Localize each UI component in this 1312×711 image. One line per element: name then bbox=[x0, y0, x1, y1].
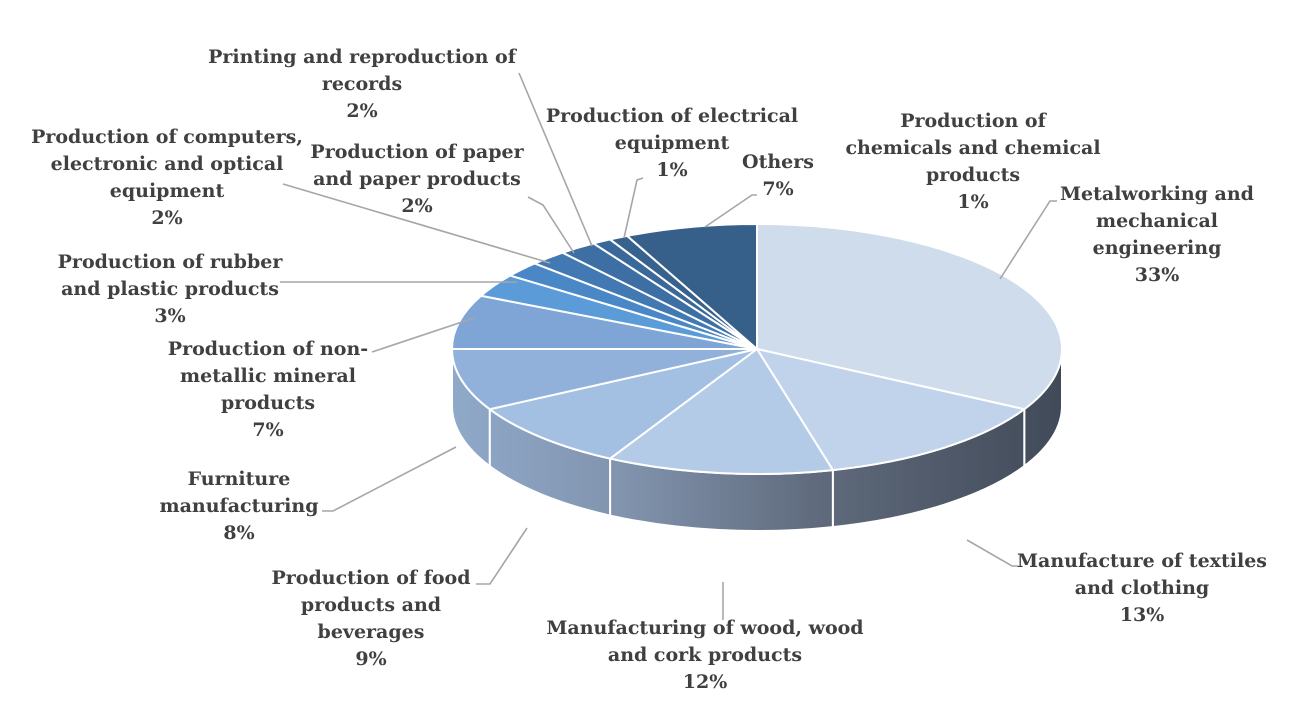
leader-line-production-of-paper-and-paper-products bbox=[527, 196, 575, 254]
data-label-line: Metalworking and bbox=[1060, 183, 1254, 205]
data-label-line: equipment bbox=[615, 132, 730, 154]
leader-lines bbox=[280, 72, 1057, 620]
data-labels: Metalworking and mechanical engineering 33%… bbox=[31, 46, 1267, 693]
leader-line-metalworking-and-mechanical-engineering bbox=[999, 200, 1057, 280]
data-label-production-of-paper-and-paper-products: Production of paper and paper products 2% bbox=[310, 141, 524, 217]
data-label-line: and plastic products bbox=[61, 278, 279, 300]
leader-line-furniture-manufacturing bbox=[322, 446, 457, 512]
data-label-line: and clothing bbox=[1075, 577, 1209, 599]
data-label-manufacturing-of-wood-wood-and-cork-products: Manufacturing of wood, wood and cork prod… bbox=[546, 617, 863, 693]
data-label-line: Production of bbox=[900, 110, 1047, 132]
data-label-line: engineering bbox=[1093, 237, 1222, 259]
slice-production-of-non-metallic-mineral-products bbox=[451, 294, 758, 350]
data-label-line: metallic mineral bbox=[180, 365, 356, 387]
data-label-value: 8% bbox=[223, 522, 254, 544]
data-label-value: 7% bbox=[762, 178, 793, 200]
data-label-line: Manufacture of textiles bbox=[1017, 550, 1267, 572]
data-label-line: Production of rubber bbox=[58, 251, 284, 273]
slice-metalworking-and-mechanical-engineering bbox=[756, 223, 1063, 411]
data-label-line: manufacturing bbox=[159, 495, 318, 517]
leader-line-printing-and-reproduction-of-records bbox=[518, 72, 593, 247]
data-label-line: Production of food bbox=[272, 567, 471, 589]
leader-line-production-of-computers-electronic-and-optical-equipment bbox=[282, 183, 551, 264]
data-label-line: Manufacturing of wood, wood bbox=[546, 617, 863, 639]
slice-production-of-food-products-and-beverages bbox=[488, 348, 758, 460]
data-label-line: Production of paper bbox=[310, 141, 524, 163]
data-label-line: products and bbox=[301, 594, 441, 616]
data-label-value: 7% bbox=[252, 419, 283, 441]
data-label-production-of-non-metallic-mineral-products: Production of non-metallic mineral produc… bbox=[168, 338, 368, 441]
data-label-line: Furniture bbox=[188, 468, 291, 490]
leader-line-others bbox=[704, 194, 757, 228]
data-label-production-of-chemicals-and-chemical-products: Production of chemicals and chemical produ… bbox=[845, 110, 1100, 213]
data-label-line: and paper products bbox=[313, 168, 521, 190]
slice-furniture-manufacturing bbox=[451, 348, 758, 411]
data-label-line: Others bbox=[742, 151, 814, 173]
data-label-line: beverages bbox=[318, 621, 425, 643]
data-label-line: mechanical bbox=[1096, 210, 1218, 232]
data-label-production-of-rubber-and-plastic-products: Production of rubber and plastic products… bbox=[58, 251, 284, 327]
data-label-value: 12% bbox=[683, 671, 728, 693]
data-label-metalworking-and-mechanical-engineering: Metalworking and mechanical engineering 33% bbox=[1060, 183, 1254, 286]
data-label-production-of-computers-electronic-and-optical-equipment: Production of computers, electronic and o… bbox=[31, 126, 303, 229]
pie-slices bbox=[451, 223, 1063, 475]
data-label-line: equipment bbox=[110, 180, 225, 202]
data-label-value: 3% bbox=[154, 305, 185, 327]
data-label-value: 33% bbox=[1135, 264, 1180, 286]
data-label-printing-and-reproduction-of-records: Printing and reproduction of records 2% bbox=[208, 46, 518, 122]
data-label-others: Others 7% bbox=[742, 151, 814, 200]
data-label-line: and cork products bbox=[608, 644, 802, 666]
data-label-manufacture-of-textiles-and-clothing: Manufacture of textiles and clothing 13% bbox=[1017, 550, 1267, 626]
data-label-production-of-electrical-equipment: Production of electrical equipment 1% bbox=[546, 105, 798, 181]
data-label-value: 9% bbox=[355, 648, 386, 670]
data-label-value: 2% bbox=[401, 195, 432, 217]
data-label-line: products bbox=[221, 392, 315, 414]
data-label-value: 1% bbox=[957, 191, 988, 213]
data-label-line: chemicals and chemical bbox=[845, 137, 1100, 159]
data-label-value: 2% bbox=[346, 100, 377, 122]
data-label-value: 1% bbox=[656, 159, 687, 181]
slice-manufacture-of-textiles-and-clothing bbox=[756, 348, 1026, 472]
data-label-value: 2% bbox=[151, 207, 182, 229]
data-label-line: Production of non- bbox=[168, 338, 368, 360]
leader-line-manufacture-of-textiles-and-clothing bbox=[966, 539, 1018, 567]
leader-line-production-of-food-products-and-beverages bbox=[476, 527, 528, 585]
data-label-line: Printing and reproduction of bbox=[208, 46, 518, 68]
data-label-furniture-manufacturing: Furniture manufacturing 8% bbox=[159, 468, 318, 544]
data-label-value: 13% bbox=[1120, 604, 1165, 626]
data-label-line: Production of electrical bbox=[546, 105, 798, 127]
slice-others bbox=[626, 223, 758, 350]
leader-line-production-of-non-metallic-mineral-products bbox=[371, 317, 475, 353]
pie-sides bbox=[451, 348, 1063, 532]
leader-line-production-of-electrical-equipment bbox=[623, 177, 644, 239]
data-label-line: products bbox=[926, 164, 1020, 186]
slice-manufacturing-of-wood-wood-and-cork-products bbox=[609, 348, 834, 475]
data-label-line: Production of computers, bbox=[31, 126, 303, 148]
data-label-production-of-food-products-and-beverages: Production of food products and beverages 9… bbox=[272, 567, 471, 670]
data-label-line: electronic and optical bbox=[51, 153, 284, 175]
data-label-line: records bbox=[322, 73, 402, 95]
